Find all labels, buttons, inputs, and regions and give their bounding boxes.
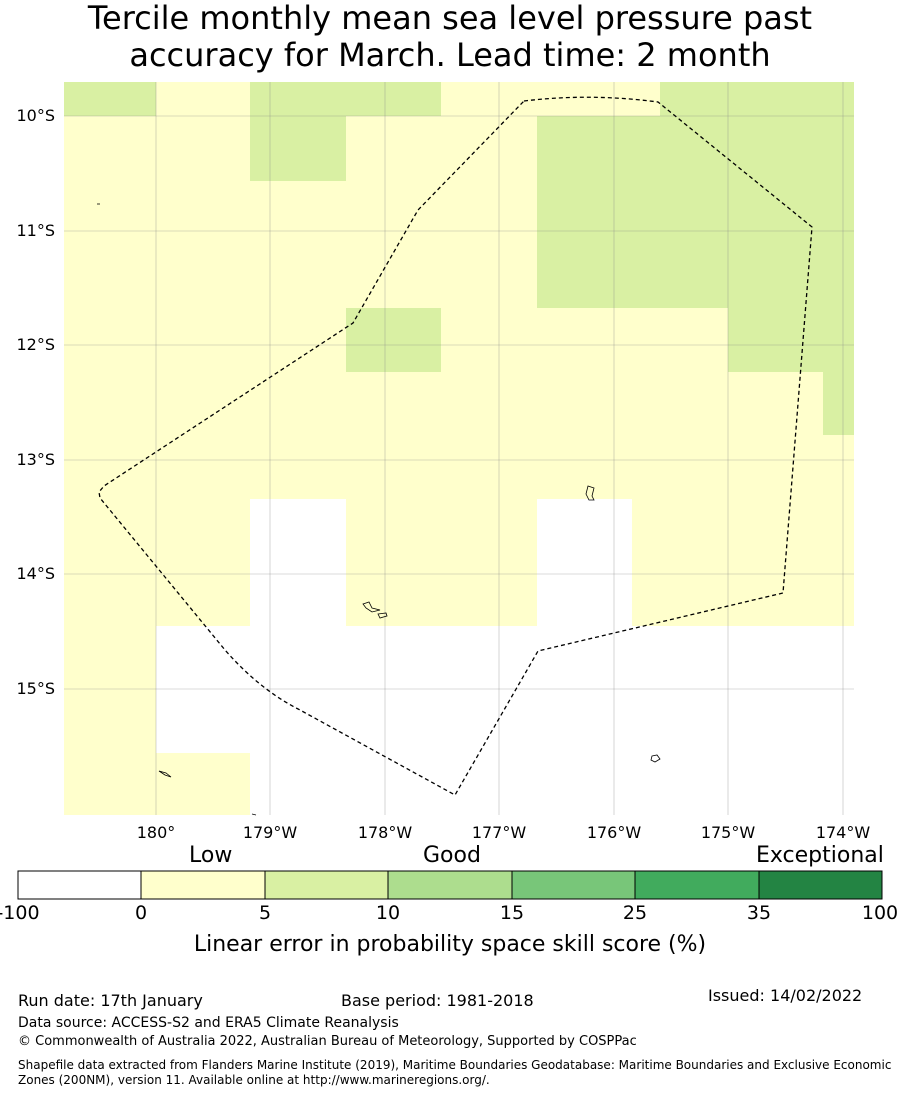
colorbar-swatch [512, 871, 635, 899]
cell-yellow [156, 753, 250, 815]
colorbar-swatch [18, 871, 141, 899]
islands [97, 203, 661, 816]
lat-label: 15°S [16, 679, 55, 698]
colorbar-label: Linear error in probability space skill … [193, 932, 707, 957]
lon-labels: 180° 179°W 178°W 177°W 176°W 175°W 174°W [137, 823, 871, 842]
shapefile-credit-line-2: Zones (200NM), version 11. Available onl… [18, 1073, 490, 1087]
copyright: © Commonwealth of Australia 2022, Austra… [18, 1034, 637, 1049]
colorbar-frame [17, 870, 883, 900]
lon-label: 179°W [243, 823, 298, 842]
category-good: Good [423, 843, 481, 868]
cell-green [823, 372, 854, 435]
shapefile-credit-line-1: Shapefile data extracted from Flanders M… [18, 1058, 892, 1072]
cell-green [728, 308, 854, 372]
colorbar-tick: -100 [0, 902, 40, 924]
lat-label: 14°S [16, 564, 55, 583]
cell-green [537, 116, 854, 308]
island-outline [377, 612, 388, 619]
category-low: Low [189, 843, 233, 868]
cell-green [250, 82, 441, 116]
lat-label: 13°S [16, 450, 55, 469]
issued-date: Issued: 14/02/2022 [708, 986, 863, 1005]
cell-green [346, 308, 441, 372]
lat-label: 10°S [16, 106, 55, 125]
lon-label: 178°W [358, 823, 413, 842]
island-outline [362, 601, 381, 613]
chart-title: Tercile monthly mean sea level pressure … [0, 0, 900, 74]
run-date: Run date: 17th January [18, 991, 203, 1010]
colorbar-tick: 0 [134, 902, 148, 924]
island-outline [158, 770, 172, 778]
lat-label: 12°S [16, 335, 55, 354]
colorbar-swatch [388, 871, 512, 899]
cell-green [660, 82, 854, 116]
colorbar-swatch [759, 871, 882, 899]
colorbar-tick: 5 [258, 902, 272, 924]
colorbar-tick: 25 [622, 902, 648, 924]
cell-green [64, 82, 156, 116]
eez-boundary [98, 96, 813, 796]
colorbar-swatch [265, 871, 388, 899]
colorbar [17, 870, 883, 900]
base-period: Base period: 1981-2018 [341, 991, 534, 1010]
island-outline [251, 813, 257, 816]
title-line-2: accuracy for March. Lead time: 2 month [129, 36, 771, 74]
colorbar-tick: 100 [861, 902, 899, 924]
graticule [64, 82, 854, 815]
cell-white [250, 499, 346, 626]
map-cells [64, 82, 854, 815]
colorbar-tick: 10 [375, 902, 401, 924]
colorbar-tick: 35 [746, 902, 772, 924]
cell-white [156, 626, 854, 815]
category-exceptional: Exceptional [756, 843, 884, 868]
lon-label: 176°W [587, 823, 642, 842]
lon-label: 175°W [701, 823, 756, 842]
island-outline [585, 485, 595, 501]
colorbar-swatch [635, 871, 759, 899]
lon-label: 174°W [816, 823, 871, 842]
colorbar-tick: 15 [499, 902, 525, 924]
lon-label: 177°W [472, 823, 527, 842]
data-source: Data source: ACCESS-S2 and ERA5 Climate … [18, 1015, 399, 1031]
lat-label: 11°S [16, 221, 55, 240]
lon-label: 180° [137, 823, 176, 842]
cell-green [250, 116, 346, 181]
cell-white [537, 499, 632, 626]
lat-labels: 10°S 11°S 12°S 13°S 14°S 15°S [16, 106, 55, 698]
island-outline [650, 754, 661, 763]
colorbar-swatch [141, 871, 265, 899]
title-line-1: Tercile monthly mean sea level pressure … [87, 0, 813, 37]
